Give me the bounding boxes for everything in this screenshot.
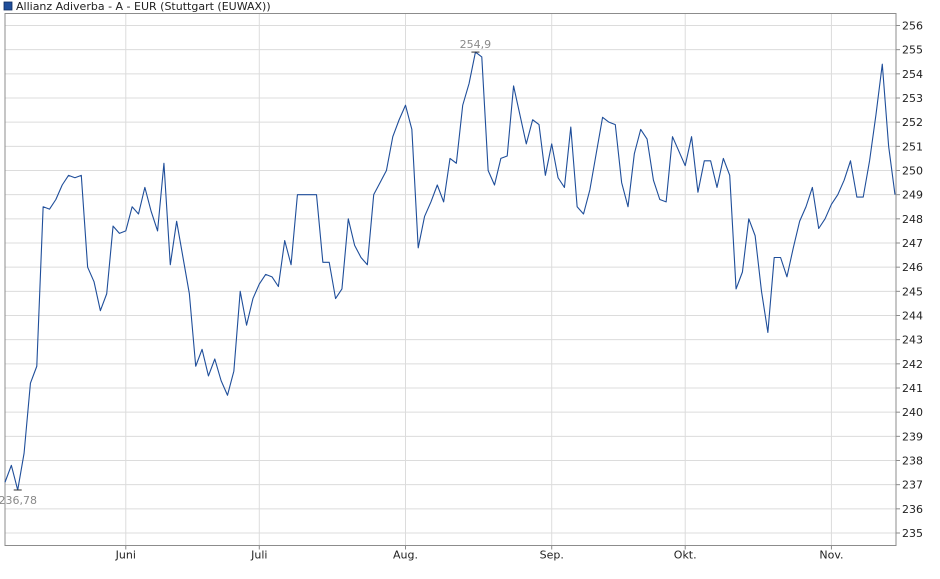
y-tick-label: 248	[902, 213, 923, 226]
chart-grid	[5, 13, 896, 546]
legend-swatch	[3, 1, 13, 11]
y-tick-label: 250	[902, 165, 923, 178]
x-tick-label: Juni	[115, 549, 136, 562]
y-tick-label: 255	[902, 44, 923, 57]
y-tick-label: 242	[902, 358, 923, 371]
legend: Allianz Adiverba - A - EUR (Stuttgart (E…	[3, 0, 271, 13]
y-tick-label: 252	[902, 116, 923, 129]
y-axis: 235 236 237 238 239 240 241 242 243 244 245 246 247 2…	[896, 20, 923, 540]
y-tick-label: 244	[902, 310, 923, 323]
x-tick-label: Aug.	[393, 549, 418, 562]
legend-label: Allianz Adiverba - A - EUR (Stuttgart (E…	[16, 0, 271, 13]
annotation-label: 236,78	[0, 494, 37, 507]
y-tick-label: 246	[902, 261, 923, 274]
annotation-label: 254,9	[460, 38, 492, 51]
y-tick-label: 254	[902, 68, 923, 81]
x-axis: Juni Juli Aug. Sep. Okt. Nov.	[115, 545, 843, 562]
x-tick-label: Sep.	[540, 549, 564, 562]
y-tick-label: 240	[902, 406, 923, 419]
y-tick-label: 235	[902, 527, 923, 540]
y-tick-label: 251	[902, 140, 923, 153]
y-tick-label: 256	[902, 20, 923, 33]
y-tick-label: 236	[902, 503, 923, 516]
y-tick-label: 241	[902, 382, 923, 395]
x-tick-label: Juli	[250, 549, 267, 562]
y-tick-label: 237	[902, 479, 923, 492]
series-line	[4, 51, 896, 491]
annotations: 254,9 236,78	[0, 38, 491, 507]
y-tick-label: 253	[902, 92, 923, 105]
x-tick-label: Nov.	[819, 549, 843, 562]
plot-area-border	[4, 13, 897, 546]
x-tick-label: Okt.	[674, 549, 697, 562]
y-tick-label: 249	[902, 189, 923, 202]
y-tick-label: 238	[902, 455, 923, 468]
y-tick-label: 239	[902, 430, 923, 443]
y-tick-label: 247	[902, 237, 923, 250]
y-tick-label: 243	[902, 334, 923, 347]
y-tick-label: 245	[902, 285, 923, 298]
